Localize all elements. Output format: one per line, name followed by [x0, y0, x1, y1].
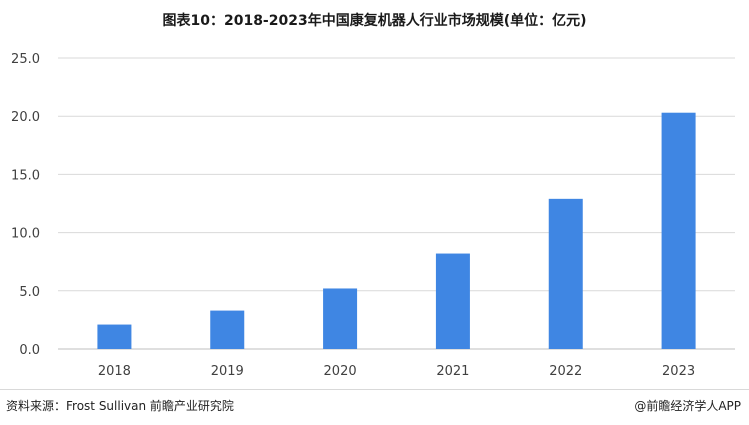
- bars: [97, 112, 696, 349]
- x-tick-label: 2020: [324, 364, 357, 379]
- brand-credit: @前瞻经济学人APP: [634, 399, 741, 413]
- x-tick-label: 2022: [549, 364, 582, 379]
- gridlines: [58, 57, 735, 350]
- bar-2019: [210, 310, 245, 349]
- y-tick-label: 0.0: [19, 343, 40, 358]
- x-tick-label: 2021: [436, 364, 469, 379]
- bar-2018: [97, 324, 132, 349]
- bar-chart: 0.05.010.015.020.025.0 2018 2019 2020 2021 2…: [11, 52, 735, 379]
- x-tick-label: 2023: [662, 364, 695, 379]
- bar-2023: [661, 112, 696, 349]
- footer-divider: [0, 389, 749, 390]
- x-tick-label: 2019: [211, 364, 244, 379]
- y-axis-ticks: 0.0 5.0 10.0 15.0 20.0 25.0: [11, 52, 40, 358]
- bar-2020: [323, 288, 358, 349]
- y-tick-label: 20.0: [11, 110, 40, 125]
- y-tick-label: 15.0: [11, 168, 40, 183]
- y-tick-label: 25.0: [11, 52, 40, 67]
- bar-2022: [548, 198, 583, 349]
- y-tick-label: 5.0: [19, 285, 40, 300]
- x-axis-ticks: 2018 2019 2020 2021 2022 2023: [98, 364, 695, 379]
- bar-2021: [435, 253, 470, 349]
- y-tick-label: 10.0: [11, 227, 40, 242]
- source-note: 资料来源：Frost Sullivan 前瞻产业研究院: [6, 399, 234, 413]
- x-tick-label: 2018: [98, 364, 131, 379]
- chart-title: 图表10：2018-2023年中国康复机器人行业市场规模(单位：亿元): [162, 13, 587, 29]
